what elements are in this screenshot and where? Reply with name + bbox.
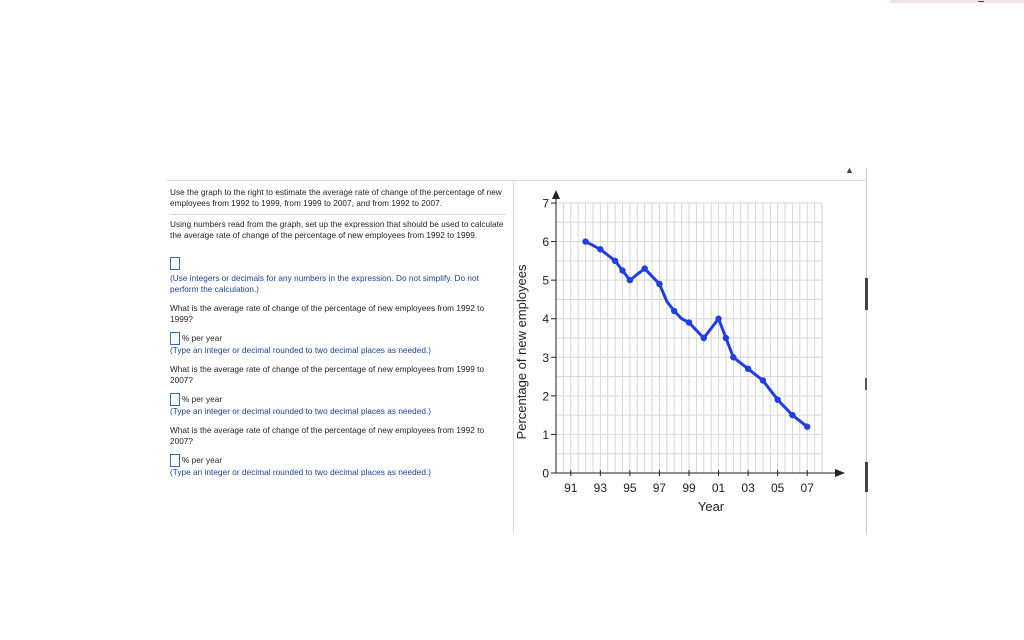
chart-grid [556,202,823,473]
x-tick-label: 07 [801,481,815,495]
y-tick-label: 3 [542,351,549,365]
right-scroll-rule [866,168,867,534]
question-1-prompt: What is the average rate of change of th… [170,304,485,324]
x-tick-label: 99 [682,481,696,495]
y-axis-arrow [552,190,560,199]
unit-label: % per year [182,395,223,404]
scrollbar-marker [865,378,867,390]
y-tick-label: 5 [542,274,549,288]
data-point [722,334,730,342]
setup-hint: (Use integers or decimals for any number… [170,274,479,294]
x-tick-label: 01 [712,481,726,495]
data-point [759,377,767,384]
intro-divider [170,214,506,215]
data-point [641,265,648,272]
x-tick-label: 97 [653,481,667,495]
y-tick-label: 4 [542,312,549,326]
setup-prompt: Using numbers read from the graph, set u… [170,220,504,240]
data-point [671,307,678,315]
answer-hint: (Type an integer or decimal rounded to t… [170,407,432,416]
data-point [774,396,781,403]
question-frame [166,180,866,533]
panel-divider [513,181,514,532]
data-point [789,411,796,419]
x-axis-arrow [835,469,845,477]
x-tick-label: 05 [771,481,785,495]
y-tick-label: 1 [542,428,549,442]
y-tick-label: 6 [542,235,549,249]
rate-1999-2007-input[interactable] [170,393,180,406]
data-point [700,334,707,342]
question-3-prompt: What is the average rate of change of th… [170,426,485,446]
data-point [744,365,752,373]
answer-hint: (Type an integer or decimal rounded to t… [170,346,432,355]
data-point [597,246,604,253]
problem-intro: Use the graph to the right to estimate t… [170,188,502,208]
scroll-up-arrow-icon[interactable]: ▲ [845,165,854,175]
x-axis-label: Year [698,499,725,514]
data-point [685,319,693,326]
x-tick-label: 95 [623,481,637,495]
data-point [626,276,634,284]
x-tick-label: 93 [594,481,608,495]
data-point [611,257,619,265]
unit-label: % per year [182,334,223,343]
scrollbar-handle[interactable] [865,278,868,310]
top-accent-mark [978,1,984,2]
line-chart: 0 1 2 3 4 5 6 7 91 93 95 97 99 01 03 05 07 Percentage of… [513,181,866,532]
y-tick-label: 7 [542,197,549,211]
data-point [804,423,811,430]
data-point [582,238,589,245]
answer-hint: (Type an integer or decimal rounded to t… [170,468,432,477]
y-tick-label: 2 [542,389,549,403]
rate-1992-1999-input[interactable] [170,332,180,345]
question-2-prompt: What is the average rate of change of th… [170,365,485,385]
x-tick-label: 91 [564,481,578,495]
data-point [619,267,626,274]
top-accent-bar [890,0,1024,3]
unit-label: % per year [182,456,223,465]
scrollbar-handle-lower[interactable] [865,462,868,492]
data-point [656,280,663,288]
x-tick-label: 03 [741,481,755,495]
data-point [730,354,737,361]
chart-series [582,238,811,430]
rate-1992-2007-input[interactable] [170,454,180,467]
question-panel: Use the graph to the right to estimate t… [170,187,506,478]
data-point [715,315,722,322]
y-tick-label: 0 [542,467,549,481]
setup-expression-input[interactable] [170,257,180,270]
y-axis-label: Percentage of new employees [514,264,529,439]
